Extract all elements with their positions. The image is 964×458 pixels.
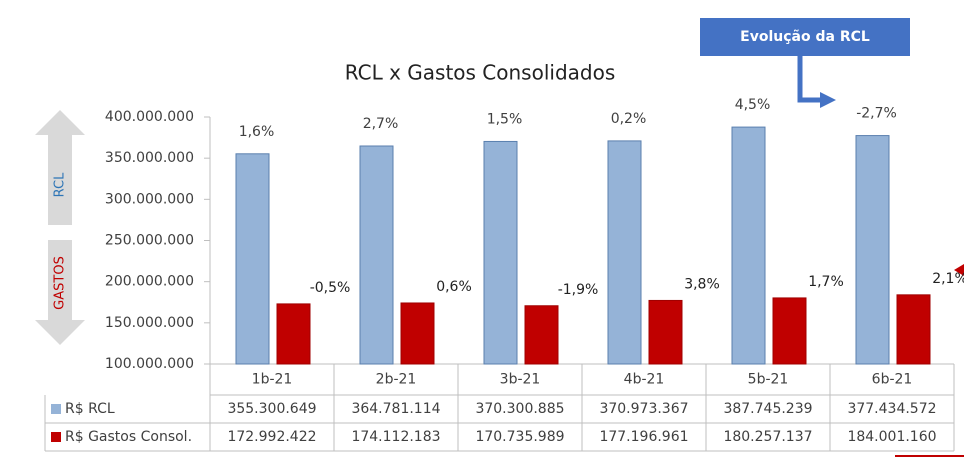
side-label: GASTOS [53,256,68,310]
bar [276,303,311,365]
bar [607,140,642,365]
y-tick-label: 150.000.000 [105,315,194,331]
data-label: 3,8% [684,276,720,292]
data-label: 4,5% [735,97,771,113]
x-tick-label: 6b-21 [872,372,913,388]
down-arrow [35,240,85,345]
bar [235,153,270,365]
legend-swatch [51,404,61,414]
table-value: 184.001.160 [847,429,936,445]
y-tick-label: 200.000.000 [105,274,194,290]
data-label: 1,5% [487,111,523,127]
table-value: 370.973.367 [599,401,688,417]
table-value: 170.735.989 [475,429,564,445]
bar [359,145,394,365]
data-label: 0,6% [436,279,472,295]
data-label: 2,7% [363,116,399,132]
bar [731,126,766,365]
callout-arrowhead [820,92,836,108]
y-tick-label: 300.000.000 [105,191,194,207]
y-tick-label: 350.000.000 [105,150,194,166]
bar [524,305,559,365]
table-value: 370.300.885 [475,401,564,417]
bar [400,302,435,365]
data-label: 1,6% [239,124,275,140]
data-label: 0,2% [611,111,647,127]
callout-arrow [797,56,822,103]
chart-title: RCL x Gastos Consolidados [345,61,616,85]
table-value: 364.781.114 [351,401,440,417]
callout-box [700,18,910,56]
x-tick-label: 3b-21 [500,372,541,388]
data-label: -0,5% [310,280,351,296]
x-tick-label: 2b-21 [376,372,417,388]
y-tick-label: 400.000.000 [105,109,194,125]
table-value: 180.257.137 [723,429,812,445]
up-arrow [35,110,85,225]
callout-text: Evolução da RCL [740,29,870,45]
bar [855,135,890,365]
legend-label: R$ Gastos Consol. [65,429,192,445]
legend-swatch [51,432,61,442]
table-value: 355.300.649 [227,401,316,417]
data-label: 1,7% [808,274,844,290]
bar [648,299,683,365]
bar [772,297,807,365]
table-value: 172.992.422 [227,429,316,445]
data-label: -1,9% [558,282,599,298]
side-label: RCL [53,172,68,197]
x-tick-label: 5b-21 [748,372,789,388]
table-value: 177.196.961 [599,429,688,445]
bar [483,140,518,365]
table-value: 174.112.183 [351,429,440,445]
x-tick-label: 4b-21 [624,372,665,388]
decor [954,264,964,276]
table-value: 377.434.572 [847,401,936,417]
bar [896,294,931,365]
table-value: 387.745.239 [723,401,812,417]
legend-label: R$ RCL [65,401,115,417]
y-tick-label: 100.000.000 [105,356,194,372]
y-tick-label: 250.000.000 [105,233,194,249]
x-tick-label: 1b-21 [252,372,293,388]
data-label: 2,1% [932,271,964,287]
data-label: -2,7% [856,106,897,122]
